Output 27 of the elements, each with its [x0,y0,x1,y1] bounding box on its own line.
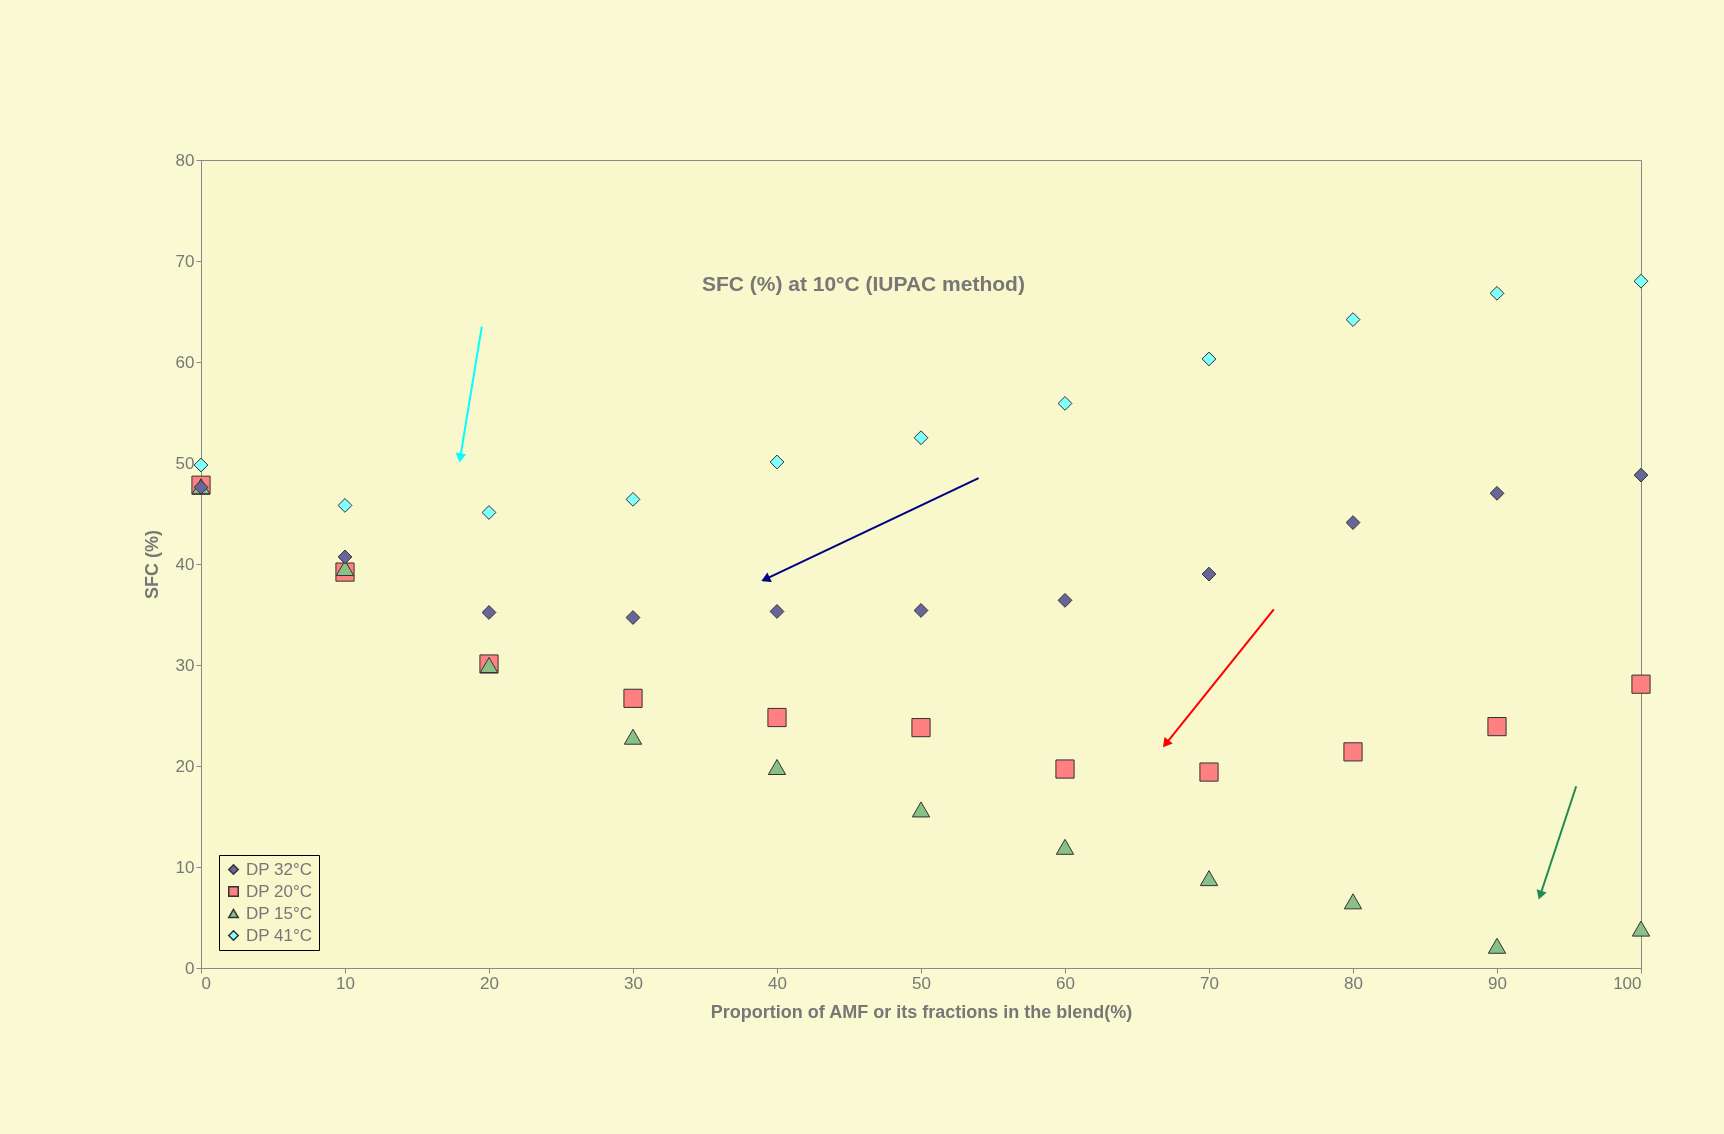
y-tick-label: 60 [175,352,195,372]
x-tick-label: 30 [624,973,643,993]
legend-label: DP 32°C [246,859,313,879]
x-tick-label: 40 [768,973,787,993]
x-tick-label: 80 [1344,973,1363,993]
x-tick-label: 0 [201,973,211,993]
y-tick-label: 20 [175,756,195,776]
y-tick-label: 70 [175,251,195,271]
x-tick-label: 50 [912,973,931,993]
x-tick-label: 20 [480,973,499,993]
y-tick-label: 10 [175,857,195,877]
legend-label: DP 20°C [246,881,313,901]
text: SFC (%) at 10°C (IUPAC method) [701,272,1025,295]
x-tick-label: 100 [1613,973,1642,993]
y-tick-label: 50 [175,453,195,473]
x-axis-title: Proportion of AMF or its fractions in the blend(%) [710,1001,1133,1022]
y-tick-label: 30 [175,655,195,675]
x-tick-label: 70 [1200,973,1219,993]
y-tick-label: 80 [175,150,195,170]
y-tick-label: 40 [175,554,195,574]
legend-label: DP 41°C [246,925,313,945]
x-tick-label: 90 [1488,973,1507,993]
x-tick-label: 60 [1056,973,1075,993]
y-tick-label: 0 [185,958,195,978]
x-tick-label: 10 [336,973,355,993]
legend-label: DP 15°C [246,903,313,923]
y-axis-title: SFC (%) [141,530,162,599]
